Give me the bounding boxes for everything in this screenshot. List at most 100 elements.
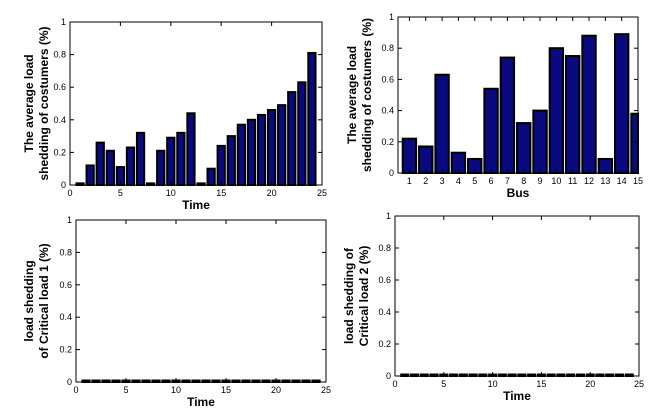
x-tick-label: 15 bbox=[633, 176, 643, 186]
y-tick-label: 0.4 bbox=[378, 307, 391, 317]
y-tick-label: 0 bbox=[386, 371, 391, 381]
y-tick-label: 1 bbox=[67, 215, 72, 225]
x-tick-label: 10 bbox=[171, 385, 181, 395]
x-tick-label: 6 bbox=[489, 176, 494, 186]
bar-15 bbox=[630, 112, 640, 174]
x-tick-label: 0 bbox=[73, 385, 78, 395]
y-axis-label-line: Critical load 2 (%) bbox=[357, 246, 371, 347]
bar-4 bbox=[105, 149, 115, 187]
plot-frame bbox=[69, 21, 323, 186]
y-axis-label: load sheddingof Critical load 1 (%) bbox=[22, 243, 51, 358]
y-tick-label: 0.4 bbox=[381, 106, 394, 116]
y-axis-label-line: The average load bbox=[22, 54, 36, 152]
bar-15 bbox=[216, 144, 226, 187]
y-tick-label: 0.4 bbox=[53, 115, 66, 125]
x-tick-label: 7 bbox=[505, 176, 510, 186]
y-tick-label: 0.6 bbox=[53, 82, 66, 92]
bar-24 bbox=[307, 51, 317, 186]
y-tick-label: 0.2 bbox=[53, 147, 66, 157]
x-tick-label: 13 bbox=[600, 176, 610, 186]
plot-frame bbox=[397, 16, 639, 174]
bar-11 bbox=[565, 55, 581, 174]
bar-14 bbox=[206, 167, 216, 186]
y-tick-label: 1 bbox=[386, 211, 391, 221]
y-axis-label-line: The average load bbox=[345, 46, 359, 144]
bar-1 bbox=[401, 137, 418, 174]
bar-19 bbox=[256, 113, 267, 186]
y-tick-label: 0.8 bbox=[53, 50, 66, 60]
y-tick-label: 0.2 bbox=[381, 137, 394, 147]
x-axis-label: Time bbox=[182, 198, 210, 212]
x-tick-label: 5 bbox=[472, 176, 477, 186]
y-tick-label: 1 bbox=[389, 12, 394, 22]
y-axis-label: The average loadshedding of costumers (%… bbox=[22, 26, 51, 180]
x-tick-label: 20 bbox=[267, 188, 277, 198]
x-tick-label: 5 bbox=[441, 379, 446, 389]
y-tick-label: 0.6 bbox=[378, 275, 391, 285]
x-tick-label: 20 bbox=[271, 385, 281, 395]
x-axis-label: Time bbox=[503, 389, 531, 403]
x-tick-label: 25 bbox=[321, 385, 331, 395]
x-tick-label: 11 bbox=[568, 176, 577, 186]
bar-14 bbox=[613, 33, 630, 174]
bar-8 bbox=[516, 122, 532, 174]
y-tick-label: 0.6 bbox=[381, 74, 394, 84]
y-tick-label: 0 bbox=[67, 377, 72, 387]
y-axis-label-line: shedding of costumers (%) bbox=[360, 18, 374, 172]
plot-frame bbox=[394, 215, 640, 377]
y-axis-label-line: shedding of costumers (%) bbox=[37, 26, 51, 180]
x-tick-label: 0 bbox=[392, 379, 397, 389]
x-tick-label: 0 bbox=[67, 188, 72, 198]
x-tick-label: 9 bbox=[538, 176, 543, 186]
bar-12 bbox=[186, 112, 196, 186]
bar-12 bbox=[581, 34, 597, 174]
y-axis-label-line: of Critical load 1 (%) bbox=[37, 243, 51, 358]
chart-panel-2: 00.20.40.60.811 2 3 4 5 6 7 8 9 10 11 12 13 14 15BusTh… bbox=[345, 12, 643, 200]
y-axis-label-line: load shedding bbox=[22, 260, 36, 341]
x-tick-label: 3 bbox=[440, 176, 445, 186]
y-tick-label: 0.4 bbox=[59, 312, 72, 322]
bar-9 bbox=[156, 149, 166, 187]
y-tick-label: 0 bbox=[389, 168, 394, 178]
bar-2 bbox=[85, 164, 95, 187]
x-tick-label: 25 bbox=[317, 188, 327, 198]
bar-17 bbox=[236, 123, 246, 187]
bar-10 bbox=[548, 47, 565, 175]
bar-11 bbox=[176, 131, 186, 186]
x-tick-label: 12 bbox=[584, 176, 594, 186]
bar-23 bbox=[297, 81, 307, 186]
x-tick-label: 5 bbox=[118, 188, 123, 198]
bar-22 bbox=[287, 91, 297, 186]
y-tick-label: 0.8 bbox=[378, 243, 391, 253]
y-tick-label: 0.2 bbox=[378, 339, 391, 349]
y-axis-label: load shedding ofCritical load 2 (%) bbox=[342, 246, 371, 347]
x-tick-label: 5 bbox=[123, 385, 128, 395]
bar-9 bbox=[532, 109, 548, 174]
x-tick-label: 10 bbox=[488, 379, 498, 389]
y-tick-label: 0.2 bbox=[59, 345, 72, 355]
y-axis-label-line: load shedding of bbox=[342, 247, 356, 344]
bar-21 bbox=[277, 104, 287, 186]
bar-20 bbox=[266, 109, 277, 186]
bar-7 bbox=[499, 56, 516, 175]
x-axis-label: Time bbox=[187, 395, 215, 409]
plot-frame bbox=[75, 219, 327, 383]
y-tick-label: 0.8 bbox=[59, 247, 72, 257]
x-tick-label: 1 bbox=[407, 176, 412, 186]
x-axis-label: Bus bbox=[507, 186, 530, 200]
y-axis-label: The average loadshedding of costumers (%… bbox=[345, 18, 374, 172]
bar-18 bbox=[246, 118, 257, 186]
x-tick-label: 14 bbox=[617, 176, 627, 186]
x-tick-label: 8 bbox=[521, 176, 526, 186]
x-tick-label: 25 bbox=[634, 379, 644, 389]
y-tick-label: 0.6 bbox=[59, 280, 72, 290]
x-tick-label: 15 bbox=[216, 188, 226, 198]
y-tick-label: 0.8 bbox=[381, 43, 394, 53]
x-tick-label: 15 bbox=[536, 379, 546, 389]
x-tick-label: 10 bbox=[551, 176, 561, 186]
bar-3 bbox=[95, 141, 105, 186]
